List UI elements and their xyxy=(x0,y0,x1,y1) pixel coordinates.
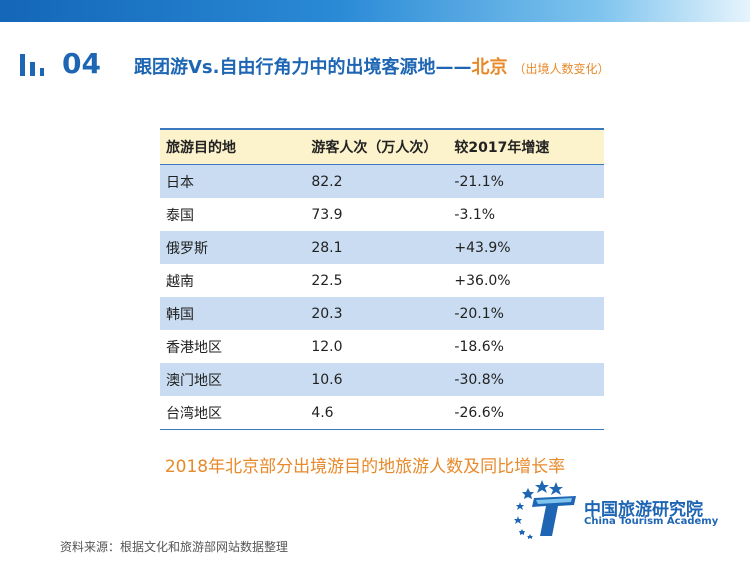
cell-visitors: 20.3 xyxy=(305,297,449,330)
logo-name-cn: 中国旅游研究院 xyxy=(584,500,703,520)
cell-visitors: 82.2 xyxy=(305,164,449,198)
cell-visitors: 28.1 xyxy=(305,231,449,264)
table-row: 香港地区 12.0 -18.6% xyxy=(160,330,604,363)
source-note: 资料来源：根据文化和旅游部网站数据整理 xyxy=(60,540,289,554)
col-header-growth: 较2017年增速 xyxy=(448,128,604,165)
cell-destination: 日本 xyxy=(160,164,306,198)
cell-destination: 泰国 xyxy=(166,207,194,224)
table-caption: 2018年北京部分出境游目的地旅游人数及同比增长率 xyxy=(164,457,566,477)
cell-visitors: 12.0 xyxy=(311,338,343,355)
cell-growth: +36.0% xyxy=(454,272,511,289)
cell-visitors: 73.9 xyxy=(311,206,343,223)
cell-growth: -30.8% xyxy=(448,363,604,396)
table-row: 日本 82.2 -21.1% xyxy=(160,164,604,198)
cell-growth: -20.1% xyxy=(448,297,604,330)
cell-destination: 香港地区 xyxy=(166,339,222,356)
cell-growth: -18.6% xyxy=(454,338,504,355)
table-row: 泰国 73.9 -3.1% xyxy=(160,198,604,231)
table-row: 俄罗斯 28.1 +43.9% xyxy=(160,231,604,264)
cell-growth: +43.9% xyxy=(448,231,604,264)
cell-visitors: 4.6 xyxy=(305,396,449,430)
cell-visitors: 22.5 xyxy=(311,272,343,289)
cell-growth: -3.1% xyxy=(454,206,496,223)
title-subtitle: （出境人数变化） xyxy=(513,62,610,76)
cell-growth: -26.6% xyxy=(448,396,604,430)
cell-destination: 越南 xyxy=(166,273,194,290)
cell-destination: 澳门地区 xyxy=(160,363,306,396)
col-header-destination: 旅游目的地 xyxy=(160,128,306,165)
title-main: 跟团游Vs.自由行角力中的出境客源地—— xyxy=(134,57,472,78)
bar-chart-icon xyxy=(20,54,44,76)
page-title: 跟团游Vs.自由行角力中的出境客源地——北京 （出境人数变化） xyxy=(134,53,610,79)
title-city: 北京 xyxy=(471,57,508,78)
destination-table: 旅游目的地 游客人次（万人次） 较2017年增速 日本 82.2 -21.1% … xyxy=(160,128,604,430)
cell-destination: 韩国 xyxy=(160,297,306,330)
top-banner xyxy=(0,0,750,22)
table-row: 台湾地区 4.6 -26.6% xyxy=(160,396,604,430)
table-header-row: 旅游目的地 游客人次（万人次） 较2017年增速 xyxy=(160,128,604,165)
table-row: 韩国 20.3 -20.1% xyxy=(160,297,604,330)
cell-visitors: 10.6 xyxy=(305,363,449,396)
table-row: 越南 22.5 +36.0% xyxy=(160,264,604,297)
col-header-visitors: 游客人次（万人次） xyxy=(305,128,449,165)
table-row: 澳门地区 10.6 -30.8% xyxy=(160,363,604,396)
section-number: 04 xyxy=(62,47,101,80)
cell-growth: -21.1% xyxy=(448,164,604,198)
cell-destination: 俄罗斯 xyxy=(160,231,306,264)
cell-destination: 台湾地区 xyxy=(160,396,306,430)
logo-name-en: China Tourism Academy xyxy=(584,516,719,527)
stars-t-logo-icon xyxy=(514,480,576,539)
